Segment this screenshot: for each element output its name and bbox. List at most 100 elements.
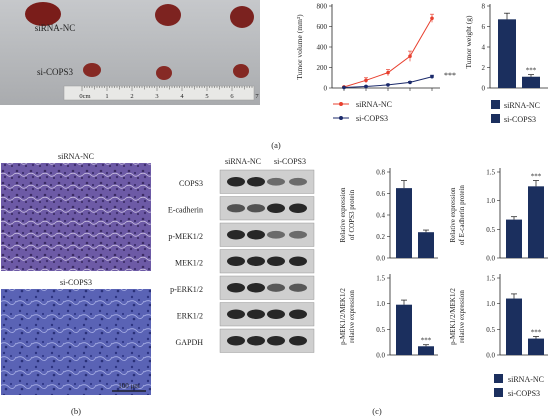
- c-chart-bar-1: [528, 186, 544, 258]
- volume-y-ticks: 0 200 400 600 800: [317, 3, 433, 93]
- blot-band: [227, 177, 245, 187]
- c-chart-sig: ***: [531, 173, 542, 181]
- caption-b: (b): [71, 406, 81, 416]
- panel-c-legend: siRNA-NC si-COPS3: [494, 374, 544, 398]
- blot-row-label-2: p-MEK1/2: [168, 232, 203, 241]
- c-legend-swatch-nc: [494, 374, 503, 383]
- tumor-si-1: [83, 63, 101, 77]
- blot-band: [289, 230, 307, 239]
- c-chart-y-tick-label: 0.5: [376, 326, 385, 334]
- ruler-label: 2: [130, 93, 133, 100]
- blot-band: [227, 283, 245, 293]
- c-chart-ylabel: of E-cadherin protein: [458, 185, 466, 245]
- volume-y-tick-label: 800: [317, 3, 328, 11]
- weight-legend: siRNA-NC si-COPS3: [491, 100, 540, 124]
- tumor-weight-chart: Tumor weight (g) 0 2 4 6 8 *** siRNA-NC si-C…: [464, 3, 548, 124]
- ruler-label: 1: [105, 93, 108, 100]
- blot-band: [247, 204, 265, 213]
- blot-band: [289, 203, 307, 213]
- weight-bar-1: [522, 76, 540, 88]
- c-chart-y-tick-label: 0.0: [376, 352, 385, 360]
- c-chart-y-tick-label: 0.5: [486, 226, 495, 234]
- weight-legend-nc: siRNA-NC: [504, 101, 540, 110]
- weight-y-ticks: 0 2 4 6 8: [482, 3, 490, 93]
- tumor-si-3: [233, 64, 249, 78]
- caption-c: (c): [372, 406, 382, 416]
- blot-band: [267, 230, 285, 239]
- c-chart-ylabel: p-MEK1/2/MEK1/2: [449, 288, 457, 345]
- volume-point: [408, 54, 412, 59]
- c-chart-y-tick-label: 0.0: [486, 255, 495, 263]
- histology-image-si: [1, 289, 151, 395]
- histology-image-nc: [1, 163, 151, 271]
- histology-label-bottom: si-COPS3: [60, 278, 92, 287]
- c-legend-nc: siRNA-NC: [508, 375, 544, 384]
- blot-band: [247, 230, 265, 240]
- ruler-label: 4: [180, 93, 184, 100]
- c-legend-swatch-si: [494, 388, 503, 397]
- weight-legend-swatch-nc: [491, 100, 500, 109]
- volume-y-tick-label: 600: [317, 23, 328, 31]
- legend-marker-nc: [339, 102, 343, 106]
- c-chart-bar-0: [506, 298, 522, 355]
- c-chart-y-tick-label: 0.4: [376, 212, 385, 220]
- weight-legend-swatch-si: [491, 114, 500, 123]
- weight-ylabel: Tumor weight (g): [464, 15, 473, 69]
- c-chart-ylabel: relative expression: [458, 290, 466, 343]
- c-chart-y-tick-label: 1.0: [376, 300, 385, 308]
- c-chart-bar-1: [418, 232, 434, 258]
- blot-row-label-0: COPS3: [179, 179, 203, 188]
- volume-sig: ***: [444, 71, 456, 80]
- photo-label-bottom: si-COPS3: [37, 67, 74, 77]
- weight-bars: ***: [498, 12, 540, 89]
- c-chart-bar-0: [396, 304, 412, 355]
- blot-band: [267, 336, 285, 346]
- c-chart-y-tick-label: 1.5: [376, 275, 385, 283]
- c-chart-y-tick-label: 0.8: [376, 169, 385, 177]
- c-chart-sig: ***: [421, 337, 432, 345]
- c-chart-ylabel: p-MEK1/2/MEK1/2: [339, 288, 347, 345]
- blot-header-si: si-COPS3: [274, 157, 306, 166]
- weight-y-tick-label: 6: [482, 23, 486, 31]
- volume-point: [430, 16, 434, 21]
- tumor-si-2: [156, 66, 172, 80]
- histology-label-top: siRNA-NC: [58, 152, 94, 161]
- c-chart-bar-1: [528, 338, 544, 355]
- volume-y-tick-label: 400: [317, 44, 328, 52]
- c-chart-bar-0: [506, 219, 522, 258]
- blot-band: [247, 283, 265, 293]
- blot-band: [227, 230, 245, 240]
- tumor-nc-3: [230, 6, 254, 28]
- volume-legend-si: si-COPS3: [356, 114, 388, 123]
- weight-sig: ***: [526, 67, 537, 75]
- blot-band: [267, 203, 285, 213]
- c-legend-si: si-COPS3: [508, 389, 540, 398]
- blot-band: [227, 336, 245, 346]
- ruler-label: 6: [230, 93, 234, 100]
- blot-band: [227, 256, 245, 266]
- volume-y-tick-label: 200: [317, 64, 328, 72]
- blot-band: [289, 283, 307, 292]
- blot-row-label-1: E-cadherin: [168, 205, 203, 214]
- ruler-label: 7: [255, 93, 259, 100]
- ruler-label: 5: [205, 93, 208, 100]
- weight-y-tick-label: 4: [482, 44, 486, 52]
- volume-legend: siRNA-NC si-COPS3: [333, 100, 392, 123]
- weight-y-tick-label: 8: [482, 3, 486, 11]
- c-chart-y-tick-label: 1.5: [486, 169, 495, 177]
- weight-y-tick-label: 2: [482, 64, 486, 72]
- c-chart-ylabel: relative expression: [348, 290, 356, 343]
- blot-band: [247, 336, 265, 346]
- c-chart-y-tick-label: 0.0: [376, 255, 385, 263]
- volume-series: [342, 13, 434, 90]
- blot-band: [247, 309, 265, 319]
- blot-header-nc: siRNA-NC: [225, 157, 261, 166]
- legend-marker-si: [339, 116, 343, 120]
- c-chart-y-tick-label: 1.0: [486, 300, 495, 308]
- volume-legend-nc: siRNA-NC: [356, 100, 392, 109]
- c-chart-ylabel: Relative expression: [449, 187, 457, 243]
- blot-row-label-5: ERK1/2: [177, 311, 203, 320]
- c-chart-ylabel: Relative expression: [339, 187, 347, 243]
- blot-band: [247, 256, 265, 266]
